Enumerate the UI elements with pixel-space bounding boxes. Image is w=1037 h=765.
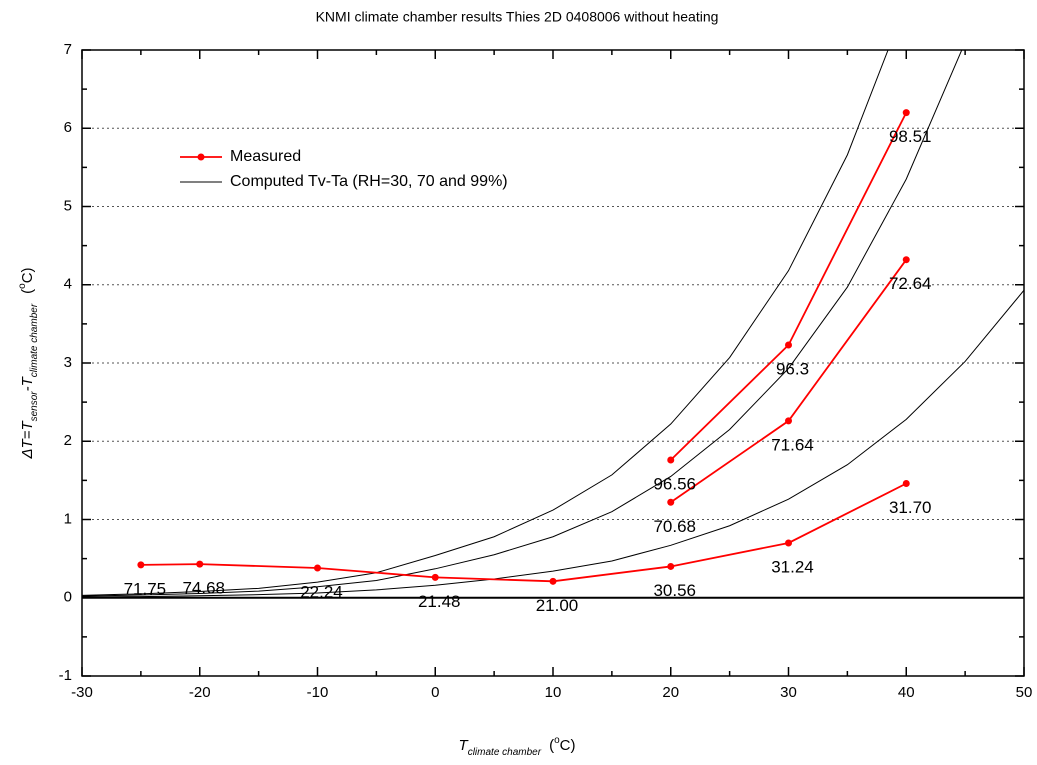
x-tick-label: 40 bbox=[898, 684, 915, 701]
data-point bbox=[902, 480, 910, 488]
y-tick-label: 1 bbox=[64, 510, 72, 527]
y-tick-label: 5 bbox=[64, 197, 72, 214]
data-point bbox=[549, 577, 557, 585]
data-point bbox=[314, 564, 321, 572]
plot-area bbox=[82, 50, 1024, 598]
x-axis-label: Tclimate chamber (oC) bbox=[459, 735, 576, 758]
y-label-sub2: climate chamber bbox=[29, 303, 40, 377]
x-label-unit: ( bbox=[549, 737, 554, 754]
x-tick-label: 50 bbox=[1016, 684, 1033, 701]
y-tick-label: 3 bbox=[64, 354, 72, 371]
point-label: 96.3 bbox=[776, 359, 809, 378]
y-tick-label: 7 bbox=[64, 41, 72, 58]
computed-curve bbox=[82, 289, 1024, 598]
y-tick-label: 6 bbox=[64, 119, 72, 136]
point-label: 22.24 bbox=[300, 582, 343, 601]
point-label: 21.00 bbox=[536, 596, 579, 615]
x-tick-label: -20 bbox=[189, 684, 211, 701]
data-point bbox=[902, 109, 910, 117]
computed-curve bbox=[82, 50, 889, 596]
data-point bbox=[137, 561, 145, 569]
point-label: 31.70 bbox=[889, 498, 932, 517]
legend-label: Computed Tv-Ta (RH=30, 70 and 99%) bbox=[230, 173, 508, 190]
y-tick-label: 4 bbox=[64, 276, 72, 293]
x-label-main: T bbox=[459, 737, 470, 754]
x-label-sup: o bbox=[554, 735, 560, 746]
x-tick-label: -30 bbox=[71, 684, 93, 701]
y-axis-label: ΔT=Tsensor-Tclimate chamber (oC) bbox=[17, 267, 40, 459]
point-label: 31.24 bbox=[771, 557, 814, 576]
x-tick-label: -10 bbox=[307, 684, 329, 701]
x-tick-label: 20 bbox=[662, 684, 679, 701]
point-label: 70.68 bbox=[653, 517, 696, 536]
data-point bbox=[431, 573, 439, 581]
data-point bbox=[785, 341, 792, 349]
y-tick-label: 2 bbox=[64, 432, 72, 449]
point-label: 98.51 bbox=[889, 127, 932, 146]
data-point bbox=[196, 560, 204, 568]
data-point bbox=[785, 539, 792, 547]
data-point bbox=[667, 498, 675, 506]
data-point bbox=[667, 456, 675, 464]
data-point bbox=[667, 562, 675, 570]
point-label: 71.75 bbox=[124, 579, 167, 598]
point-label: 71.64 bbox=[771, 435, 814, 454]
y-label-main: ΔT=T bbox=[19, 420, 36, 460]
legend-label: Measured bbox=[230, 148, 301, 165]
point-label: 21.48 bbox=[418, 592, 461, 611]
x-tick-label: 30 bbox=[780, 684, 797, 701]
x-tick-label: 10 bbox=[545, 684, 562, 701]
data-point bbox=[785, 417, 792, 425]
y-label-unit-close: C) bbox=[19, 267, 36, 283]
y-label-mid: -T bbox=[19, 375, 36, 391]
y-tick-label: -1 bbox=[59, 667, 72, 684]
x-tick-label: 0 bbox=[431, 684, 439, 701]
y-label-unit: ( bbox=[19, 289, 36, 294]
point-label: 96.56 bbox=[653, 475, 696, 494]
y-label-sub1: sensor bbox=[29, 391, 40, 422]
data-point bbox=[902, 256, 910, 264]
chart-title: KNMI climate chamber results Thies 2D 04… bbox=[316, 9, 719, 25]
y-tick-label: 0 bbox=[64, 589, 72, 606]
y-label-sup: o bbox=[17, 283, 28, 289]
x-label-sub: climate chamber bbox=[468, 747, 542, 758]
legend-marker bbox=[197, 153, 205, 161]
point-label: 74.68 bbox=[182, 579, 225, 598]
computed-curve bbox=[82, 50, 963, 597]
point-label: 30.56 bbox=[653, 581, 696, 600]
x-label-unit-close: C) bbox=[560, 737, 576, 754]
point-label: 72.64 bbox=[889, 274, 932, 293]
